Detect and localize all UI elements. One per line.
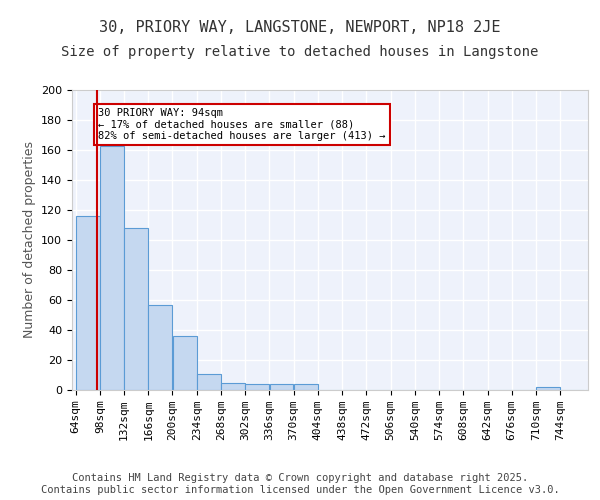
Bar bbox=[148, 304, 172, 390]
Text: 30 PRIORY WAY: 94sqm
← 17% of detached houses are smaller (88)
82% of semi-detac: 30 PRIORY WAY: 94sqm ← 17% of detached h… bbox=[98, 108, 386, 141]
Bar bbox=[221, 382, 245, 390]
Bar bbox=[76, 216, 100, 390]
Bar bbox=[197, 374, 221, 390]
Bar bbox=[100, 146, 124, 390]
Y-axis label: Number of detached properties: Number of detached properties bbox=[23, 142, 35, 338]
Bar bbox=[269, 384, 293, 390]
Bar bbox=[294, 384, 318, 390]
Text: Size of property relative to detached houses in Langstone: Size of property relative to detached ho… bbox=[61, 45, 539, 59]
Bar bbox=[173, 336, 197, 390]
Text: Contains HM Land Registry data © Crown copyright and database right 2025.
Contai: Contains HM Land Registry data © Crown c… bbox=[41, 474, 559, 495]
Bar bbox=[536, 387, 560, 390]
Bar bbox=[124, 228, 148, 390]
Text: 30, PRIORY WAY, LANGSTONE, NEWPORT, NP18 2JE: 30, PRIORY WAY, LANGSTONE, NEWPORT, NP18… bbox=[99, 20, 501, 35]
Bar bbox=[245, 384, 269, 390]
